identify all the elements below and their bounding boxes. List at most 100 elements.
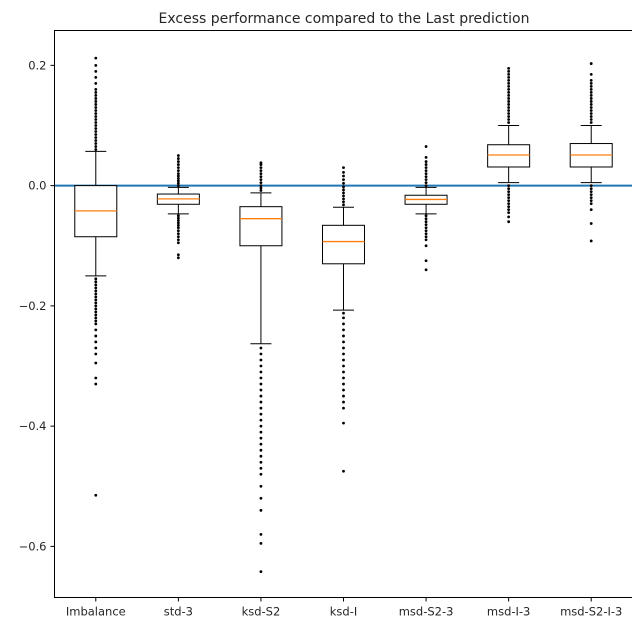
outlier-point (259, 436, 263, 440)
outlier-point (259, 424, 263, 428)
outlier-point (176, 157, 180, 160)
outlier-point (342, 394, 345, 398)
box-iqr (322, 224, 365, 265)
box-iqr (239, 206, 283, 247)
outlier-point (259, 460, 263, 464)
outlier-point (176, 219, 180, 222)
outlier-point (94, 106, 98, 109)
outlier-point (94, 307, 98, 311)
outlier-point (507, 199, 511, 203)
outlier-point (176, 241, 180, 245)
outlier-point (424, 244, 428, 248)
outlier-point (94, 319, 98, 323)
outlier-point (176, 184, 180, 188)
box-ksd-S2 (239, 161, 283, 574)
outlier-point (94, 109, 98, 112)
outlier-point (259, 352, 263, 356)
outlier-point (589, 184, 593, 188)
x-axis: Imbalance std-3 ksd-S2 ksd-I msd-S2-3 msd-I-3… (66, 597, 622, 619)
outlier-point (342, 181, 345, 185)
outlier-point (589, 196, 593, 200)
outlier-point (342, 322, 345, 326)
outlier-point (589, 115, 593, 118)
outlier-point (259, 570, 263, 574)
outlier-point (342, 334, 345, 338)
outlier-point (94, 376, 98, 380)
outlier-point (94, 142, 98, 145)
outlier-point (589, 85, 593, 88)
box-std-3 (156, 154, 200, 260)
outlier-point (424, 160, 428, 163)
outlier-point (259, 358, 263, 362)
outlier-point (342, 311, 345, 315)
outlier-point (259, 496, 263, 500)
outlier-point (176, 256, 180, 260)
outlier-point (507, 109, 511, 112)
outlier-point (507, 69, 511, 73)
outlier-point (176, 174, 180, 178)
box-msd-S2-3 (404, 145, 448, 272)
outlier-point (424, 214, 428, 218)
outlier-point (94, 100, 98, 103)
outlier-point (342, 185, 345, 189)
outlier-point (259, 382, 263, 386)
outlier-point (259, 346, 263, 350)
outlier-point (94, 316, 98, 320)
outlier-point (94, 295, 98, 299)
outlier-point (507, 187, 511, 191)
outlier-point (424, 169, 428, 172)
outlier-point (94, 346, 98, 350)
box-ksd-I (322, 166, 365, 473)
outlier-point (589, 88, 593, 91)
outlier-point (259, 454, 263, 458)
outlier-point (342, 166, 345, 169)
outlier-point (259, 161, 263, 165)
outlier-point (507, 193, 511, 197)
outlier-point (176, 179, 180, 183)
outlier-point (342, 346, 345, 350)
outlier-point (176, 226, 180, 230)
x-tick-label: std-3 (164, 605, 193, 619)
y-tick-label: 0.2 (28, 58, 46, 72)
x-tick-label: ksd-I (330, 605, 358, 619)
outlier-point (259, 394, 263, 398)
outlier-point (424, 163, 428, 166)
outlier-point (424, 232, 428, 236)
outlier-point (589, 79, 593, 82)
outlier-point (342, 340, 345, 344)
outlier-point (424, 235, 428, 239)
outlier-point (259, 178, 263, 182)
outlier-point (94, 352, 98, 356)
outlier-point (589, 118, 593, 121)
outlier-point (176, 160, 180, 163)
outlier-point (94, 69, 98, 73)
outlier-point (589, 62, 593, 65)
outlier-point (259, 184, 263, 188)
outlier-point (507, 115, 511, 118)
plot-frame (54, 30, 632, 598)
outlier-point (176, 238, 180, 242)
outlier-point (589, 82, 593, 85)
outlier-point (507, 82, 511, 85)
outlier-point (94, 63, 98, 67)
outlier-point (507, 121, 511, 124)
outlier-point (94, 292, 98, 296)
outlier-point (589, 94, 593, 97)
outlier-point (342, 358, 345, 362)
outlier-point (342, 421, 345, 425)
outlier-point (589, 91, 593, 94)
outlier-point (589, 97, 593, 100)
outlier-point (259, 376, 263, 380)
outlier-point (94, 139, 98, 142)
outlier-point (259, 186, 263, 190)
outlier-point (424, 229, 428, 233)
outlier-point (342, 370, 345, 374)
outlier-point (176, 221, 180, 225)
outlier-point (94, 304, 98, 308)
outlier-point (94, 136, 98, 139)
outlier-point (424, 155, 428, 159)
box-msd-S2-I-3 (569, 62, 613, 243)
outlier-point (507, 208, 511, 212)
outlier-point (342, 364, 345, 368)
